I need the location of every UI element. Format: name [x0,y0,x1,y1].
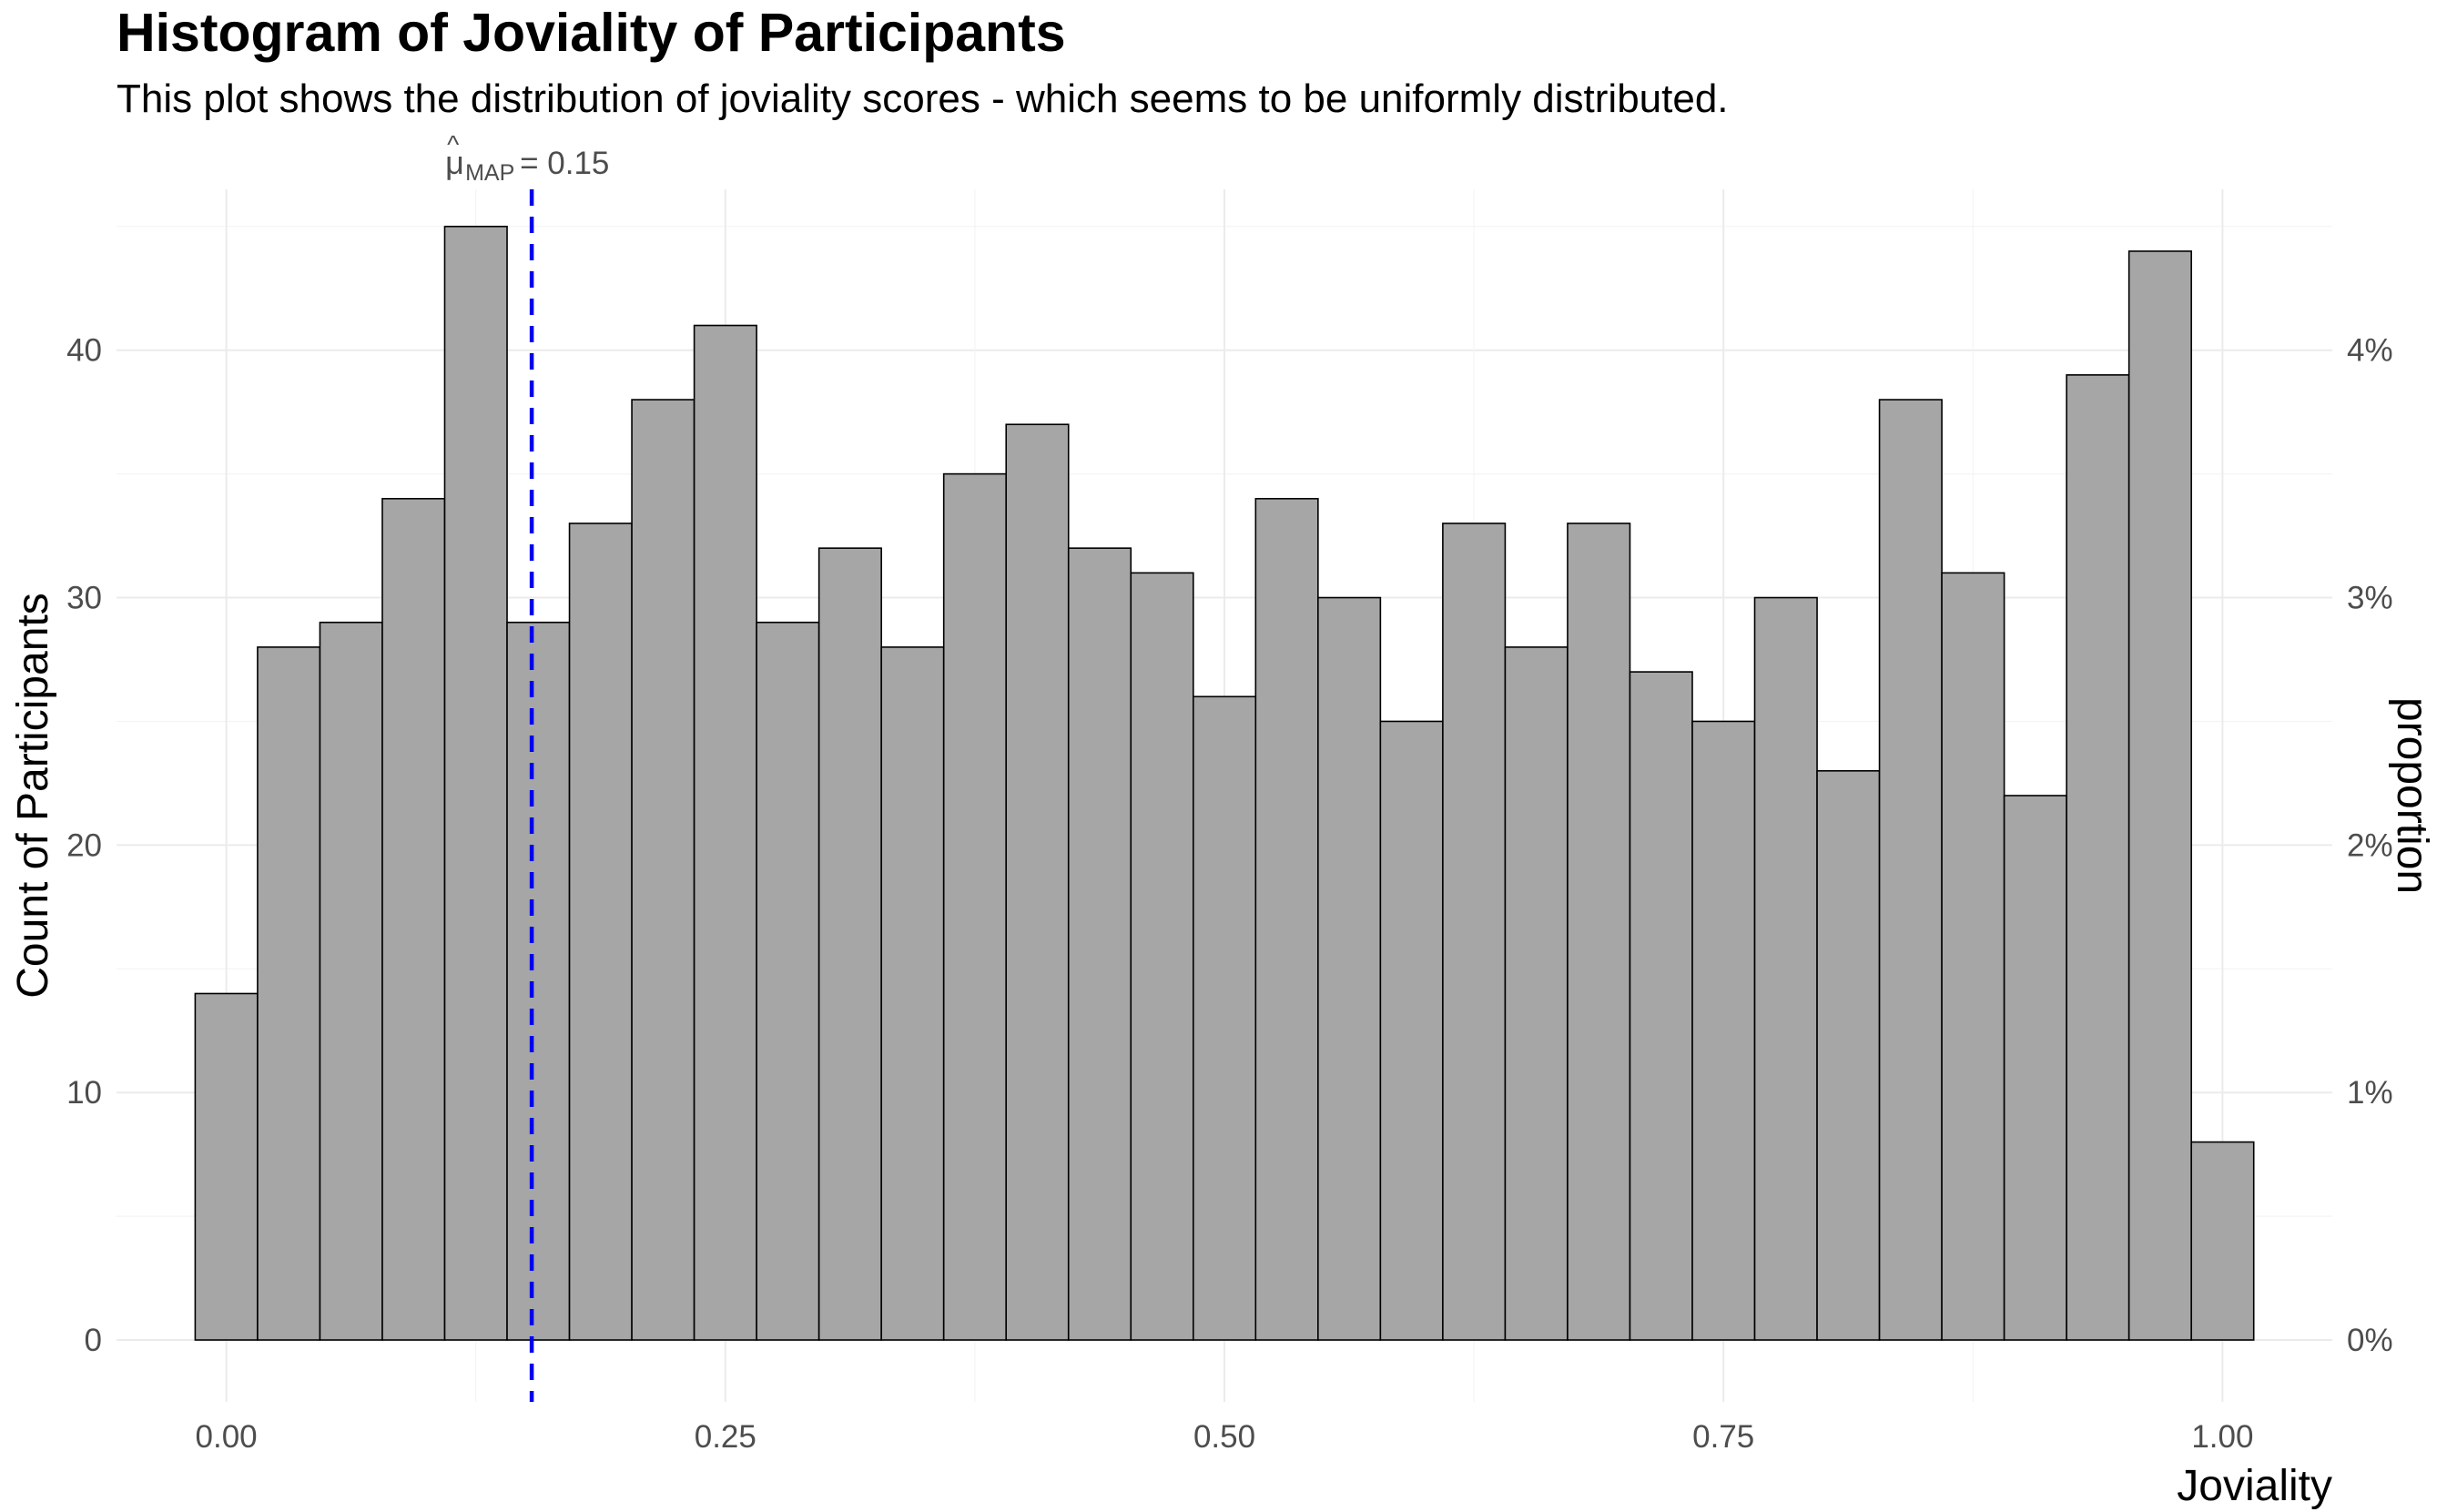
histogram-bar [1317,596,1382,1341]
y2-tick-label: 1% [2347,1075,2393,1111]
y-tick-label: 10 [66,1075,102,1111]
histogram-bar [1629,671,1693,1341]
histogram-bar [381,497,446,1341]
histogram-bar [1067,547,1132,1341]
y2-tick-label: 0% [2347,1323,2393,1358]
histogram-bar [1379,720,1444,1341]
y2-tick-label: 3% [2347,581,2393,616]
histogram-bar [1753,596,1818,1341]
histogram-bar [194,992,259,1341]
histogram-bar [631,399,696,1341]
y-axis-title: Count of Participants [9,593,57,999]
map-label-symbol: μ [445,144,464,181]
histogram-bar [1816,770,1881,1341]
histogram-bar [506,621,571,1341]
histogram-bar [1254,497,1319,1341]
histogram-bar [1878,399,1943,1341]
y-tick-label: 0 [85,1323,102,1358]
histogram-bar [1567,523,1631,1341]
x-tick-label: 0.50 [1193,1419,1255,1455]
chart-title: Histogram of Joviality of Participants [117,3,1066,63]
x-axis-title: Joviality [2177,1462,2332,1510]
histogram-bar [2190,1141,2255,1341]
histogram-bar [756,621,820,1341]
y-tick-label: 40 [66,333,102,369]
histogram-bar [817,547,882,1341]
x-tick-label: 1.00 [2191,1419,2253,1455]
histogram-bar [1691,720,1756,1341]
x-tick-label: 0.00 [196,1419,258,1455]
y2-axis-title: proportion [2388,697,2436,894]
map-label-hat: ^ [447,130,459,158]
histogram-bar [1504,646,1569,1341]
histogram-bars [194,225,2255,1341]
histogram-bar [1941,572,2005,1341]
histogram-bar [319,621,383,1341]
y2-tick-label: 2% [2347,827,2393,863]
map-label-value: = 0.15 [520,146,609,181]
histogram-bar [942,472,1008,1341]
y-tick-label: 30 [66,581,102,616]
y2-tick-label: 4% [2347,333,2393,369]
histogram-bar [1130,572,1194,1341]
histogram-bar [1005,423,1070,1341]
histogram-bar [568,523,633,1341]
histogram-bar [257,646,321,1341]
histogram-bar [2066,374,2130,1341]
histogram-bar [2003,795,2067,1341]
histogram-bar [2127,250,2192,1341]
histogram-bar [880,646,945,1341]
histogram-bar [1192,695,1257,1341]
axes: 0.00 0.25 0.50 0.75 1.00 0 10 20 30 40 0% 1% 2% 3% 4% J… [9,333,2436,1510]
chart-subtitle: This plot shows the distribution of jovi… [117,76,1729,121]
map-annotation: μ^MAP = 0.15 [445,130,609,1402]
histogram-bar [443,225,508,1341]
y-tick-label: 20 [66,827,102,863]
map-label-subscript: MAP [465,160,514,186]
x-tick-label: 0.75 [1692,1419,1754,1455]
x-tick-label: 0.25 [695,1419,756,1455]
histogram-bar [1442,523,1507,1341]
histogram-bar [693,324,757,1341]
